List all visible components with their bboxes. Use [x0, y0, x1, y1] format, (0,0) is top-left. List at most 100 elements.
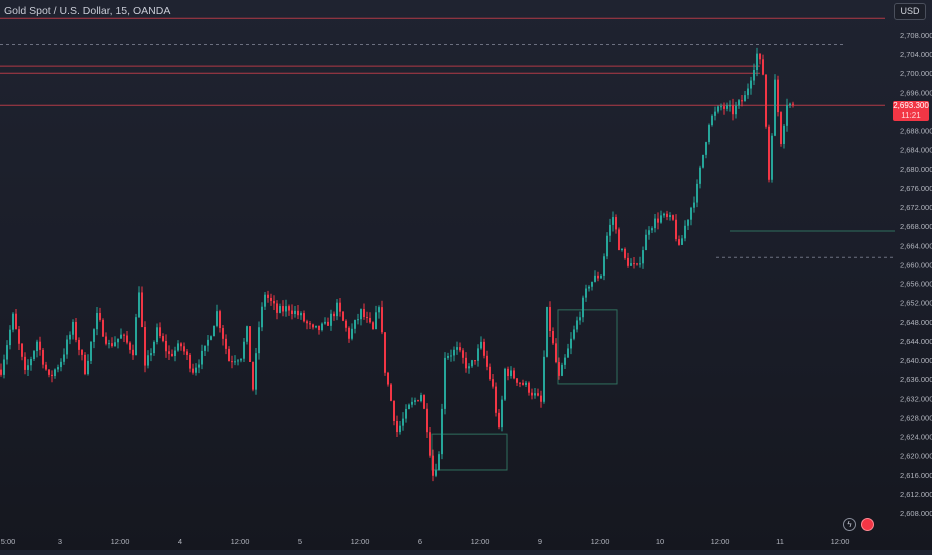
candle-114: [342, 311, 344, 322]
candle-body: [273, 300, 275, 304]
candle-body: [333, 313, 335, 317]
candle-body: [348, 327, 350, 339]
candle-162: [486, 350, 488, 371]
candle-body: [294, 310, 296, 315]
candle-59: [177, 340, 179, 352]
price-axis[interactable]: 2,608.000 2,612.000 2,616.000 2,620.000 2,62…: [900, 31, 932, 518]
candle-body: [417, 400, 419, 402]
candle-193: [579, 311, 581, 325]
candle-228: [684, 220, 686, 242]
candle-128: [384, 332, 386, 376]
candle-73: [219, 309, 221, 333]
candle-body: [351, 328, 353, 339]
candle-69: [207, 335, 209, 352]
record-icon[interactable]: [861, 518, 874, 531]
candle-body: [387, 372, 389, 385]
candle-140: [420, 392, 422, 403]
candle-body: [357, 319, 359, 321]
candle-201: [603, 253, 605, 281]
candle-189: [567, 343, 569, 358]
candle-body: [612, 217, 614, 225]
y-tick-label: 2,608.000: [900, 509, 932, 518]
candle-body: [678, 239, 680, 245]
candle-body: [318, 325, 320, 331]
candle-8: [24, 352, 26, 375]
candle-body: [252, 361, 254, 390]
candle-71: [213, 325, 215, 337]
candle-body: [69, 334, 71, 340]
candle-51: [153, 340, 155, 356]
candle-body: [222, 328, 224, 339]
candle-196: [588, 285, 590, 292]
candle-body: [543, 356, 545, 402]
candle-body: [741, 100, 743, 102]
candle-156: [468, 363, 470, 374]
candle-body: [411, 401, 413, 405]
candle-122: [366, 311, 368, 323]
candle-body: [441, 408, 443, 455]
candle-157: [471, 359, 473, 368]
candle-127: [381, 300, 383, 335]
candle-246: [738, 98, 740, 109]
candle-body: [624, 248, 626, 258]
candle-192: [576, 316, 578, 333]
candle-body: [438, 454, 440, 471]
candle-body: [561, 364, 563, 376]
candle-205: [615, 214, 617, 234]
candle-body: [768, 126, 770, 180]
candle-223: [669, 212, 671, 221]
y-tick-label: 2,700.000: [900, 69, 932, 78]
candle-174: [522, 379, 524, 386]
candle-143: [429, 427, 431, 458]
candle-80: [240, 358, 242, 363]
candle-206: [618, 227, 620, 251]
candle-176: [528, 381, 530, 396]
candle-body: [336, 302, 338, 317]
candle-body: [39, 341, 41, 350]
y-tick-label: 2,640.000: [900, 356, 932, 365]
y-tick-label: 2,676.000: [900, 184, 932, 193]
candle-body: [234, 361, 236, 363]
candle-5: [15, 309, 17, 330]
candle-body: [216, 311, 218, 326]
candle-body: [102, 319, 104, 337]
candle-body: [408, 404, 410, 409]
candle-body: [60, 361, 62, 368]
candle-41: [123, 333, 125, 343]
candle-body: [120, 334, 122, 339]
candle-body: [354, 319, 356, 329]
candle-body: [345, 320, 347, 328]
candle-body: [228, 348, 230, 362]
candle-173: [519, 382, 521, 388]
candle-body: [42, 349, 44, 365]
x-tick-label: 12:00: [351, 537, 370, 546]
candle-89: [267, 290, 269, 303]
lightning-icon[interactable]: ϟ: [843, 518, 856, 531]
candle-body: [444, 357, 446, 409]
candle-37: [111, 337, 113, 348]
candle-body: [213, 325, 215, 337]
candle-171: [513, 367, 515, 380]
candle-body: [459, 347, 461, 351]
candle-body: [621, 248, 623, 251]
candle-210: [630, 258, 632, 266]
candle-body: [453, 349, 455, 356]
candle-body: [660, 215, 662, 223]
candle-body: [315, 325, 317, 328]
candle-body: [702, 154, 704, 168]
candle-body: [765, 74, 767, 127]
y-tick-label: 2,684.000: [900, 146, 932, 155]
y-tick-label: 2,648.000: [900, 318, 932, 327]
candle-167: [501, 395, 503, 432]
candle-body: [54, 369, 56, 377]
candle-57: [171, 349, 173, 357]
symbol-title: Gold Spot / U.S. Dollar, 15, OANDA: [4, 5, 171, 17]
candle-body: [492, 379, 494, 387]
candle-body: [189, 354, 191, 369]
candle-113: [339, 297, 341, 317]
time-axis[interactable]: 5:00 3 12:00 4 12:00 5 12:00 6 12:00 9 12:00 10 12:0…: [1, 537, 850, 546]
candle-body: [468, 366, 470, 369]
currency-button[interactable]: USD: [894, 3, 926, 20]
